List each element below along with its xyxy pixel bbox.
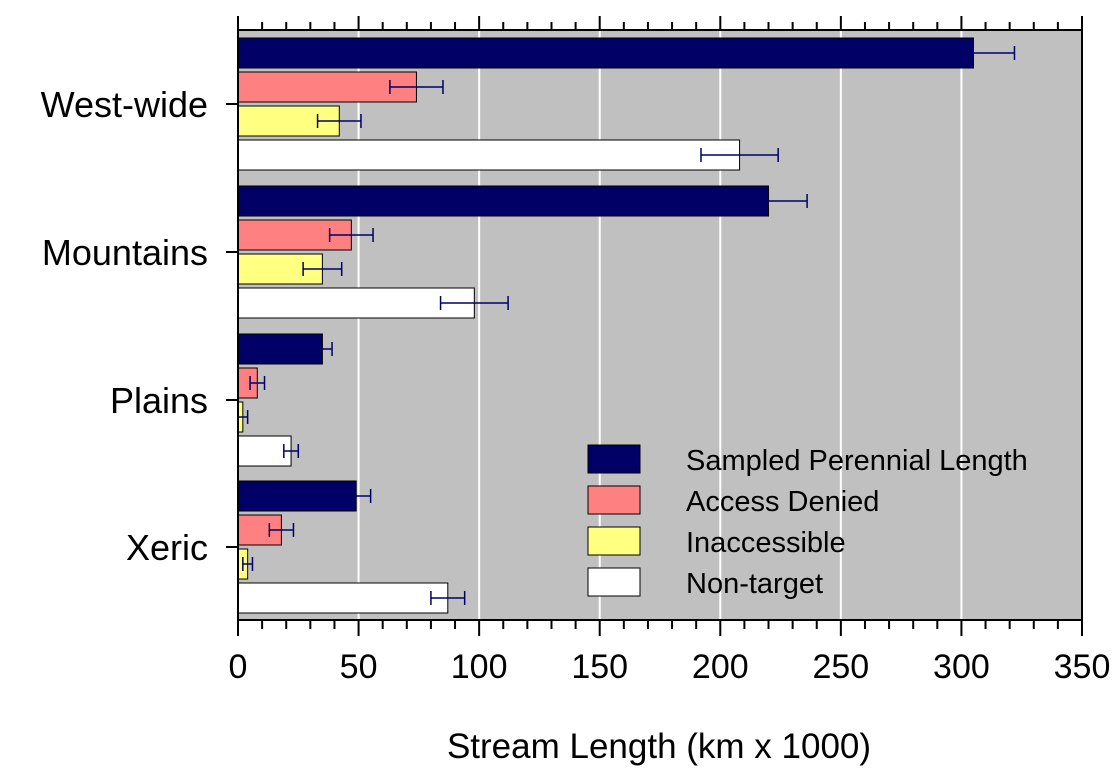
legend-swatch [587,444,641,474]
x-tick-label: 100 [451,648,508,686]
bars [237,37,974,614]
gridlines [357,30,963,620]
bar [237,333,323,365]
plot-background [238,30,1082,620]
x-axis-title: Stream Length (km x 1000) [447,727,871,766]
bar [237,287,475,319]
error-bars [237,46,1016,605]
legend-label: Sampled Perennial Length [686,445,1028,477]
x-tick-label: 50 [340,648,378,686]
bar [237,185,770,217]
legend-swatch [587,526,641,556]
legend-label: Access Denied [686,486,879,518]
bar [237,480,357,512]
category-label: Xeric [126,527,208,568]
legend-label: Non-target [686,568,823,600]
bar [237,435,292,467]
plot-frame [237,29,1083,621]
legend-label: Inaccessible [686,527,846,559]
bar [237,582,449,614]
category-label: West-wide [41,84,208,125]
x-tick-label: 300 [933,648,990,686]
x-tick-label: 150 [571,648,628,686]
x-tick-label: 350 [1054,648,1111,686]
legend: Sampled Perennial Length Access Denied Ina… [587,444,1028,600]
category-label: Plains [110,380,208,421]
x-tick-label: 200 [692,648,749,686]
bar [237,139,741,171]
category-labels: West-wide Mountains Plains Xeric [41,84,208,568]
x-tick-label: 250 [812,648,869,686]
x-tick-labels: 0 50 100 150 200 250 300 350 [229,648,1111,686]
legend-swatch [587,567,641,597]
category-label: Mountains [42,232,208,273]
bar [237,37,974,69]
x-tick-label: 0 [229,648,248,686]
axis-ticks [226,16,1083,636]
legend-swatch [587,485,641,515]
